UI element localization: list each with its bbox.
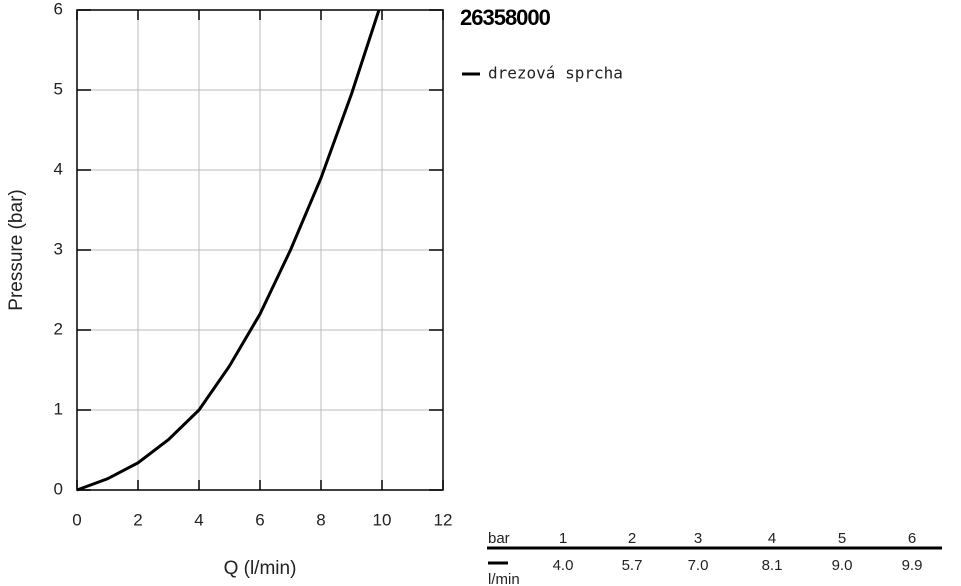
- table-unit: l/min: [488, 571, 520, 586]
- legend-label: drezová sprcha: [488, 64, 623, 83]
- table-header: 1: [559, 530, 567, 547]
- table-header: 5: [838, 530, 846, 547]
- x-tick-label: 10: [373, 510, 392, 529]
- plot-frame: [76, 9, 444, 491]
- table-header: 2: [628, 530, 636, 547]
- data-line: [76, 9, 381, 492]
- y-tick-label: 6: [54, 0, 63, 18]
- x-tick-label: 8: [316, 510, 325, 529]
- y-axis-label: Pressure (bar): [6, 189, 27, 310]
- table-cell: 8.1: [762, 557, 783, 574]
- chart-title: 26358000: [460, 5, 551, 30]
- y-tick-label: 5: [54, 79, 63, 98]
- table-header: 4: [768, 530, 776, 547]
- y-tick-label: 3: [54, 239, 63, 258]
- table-cell: 9.0: [832, 557, 853, 574]
- table-header: 3: [694, 530, 702, 547]
- y-tick-label: 0: [54, 479, 63, 498]
- table-cell: 5.7: [622, 557, 643, 574]
- y-tick-label: 4: [54, 159, 63, 178]
- x-tick-label: 4: [194, 510, 203, 529]
- table-header: 6: [908, 530, 916, 547]
- table-cell: 4.0: [553, 557, 574, 574]
- y-tick-label: 1: [54, 399, 63, 418]
- table-cell: 9.9: [902, 557, 923, 574]
- x-tick-label: 12: [434, 510, 453, 529]
- x-tick-label: 6: [255, 510, 264, 529]
- table-header: bar: [488, 530, 510, 547]
- x-axis-label: Q (l/min): [224, 558, 297, 579]
- x-tick-label: 2: [133, 510, 142, 529]
- table-cell: 7.0: [688, 557, 709, 574]
- x-tick-label: 0: [72, 510, 81, 529]
- y-tick-label: 2: [54, 319, 63, 338]
